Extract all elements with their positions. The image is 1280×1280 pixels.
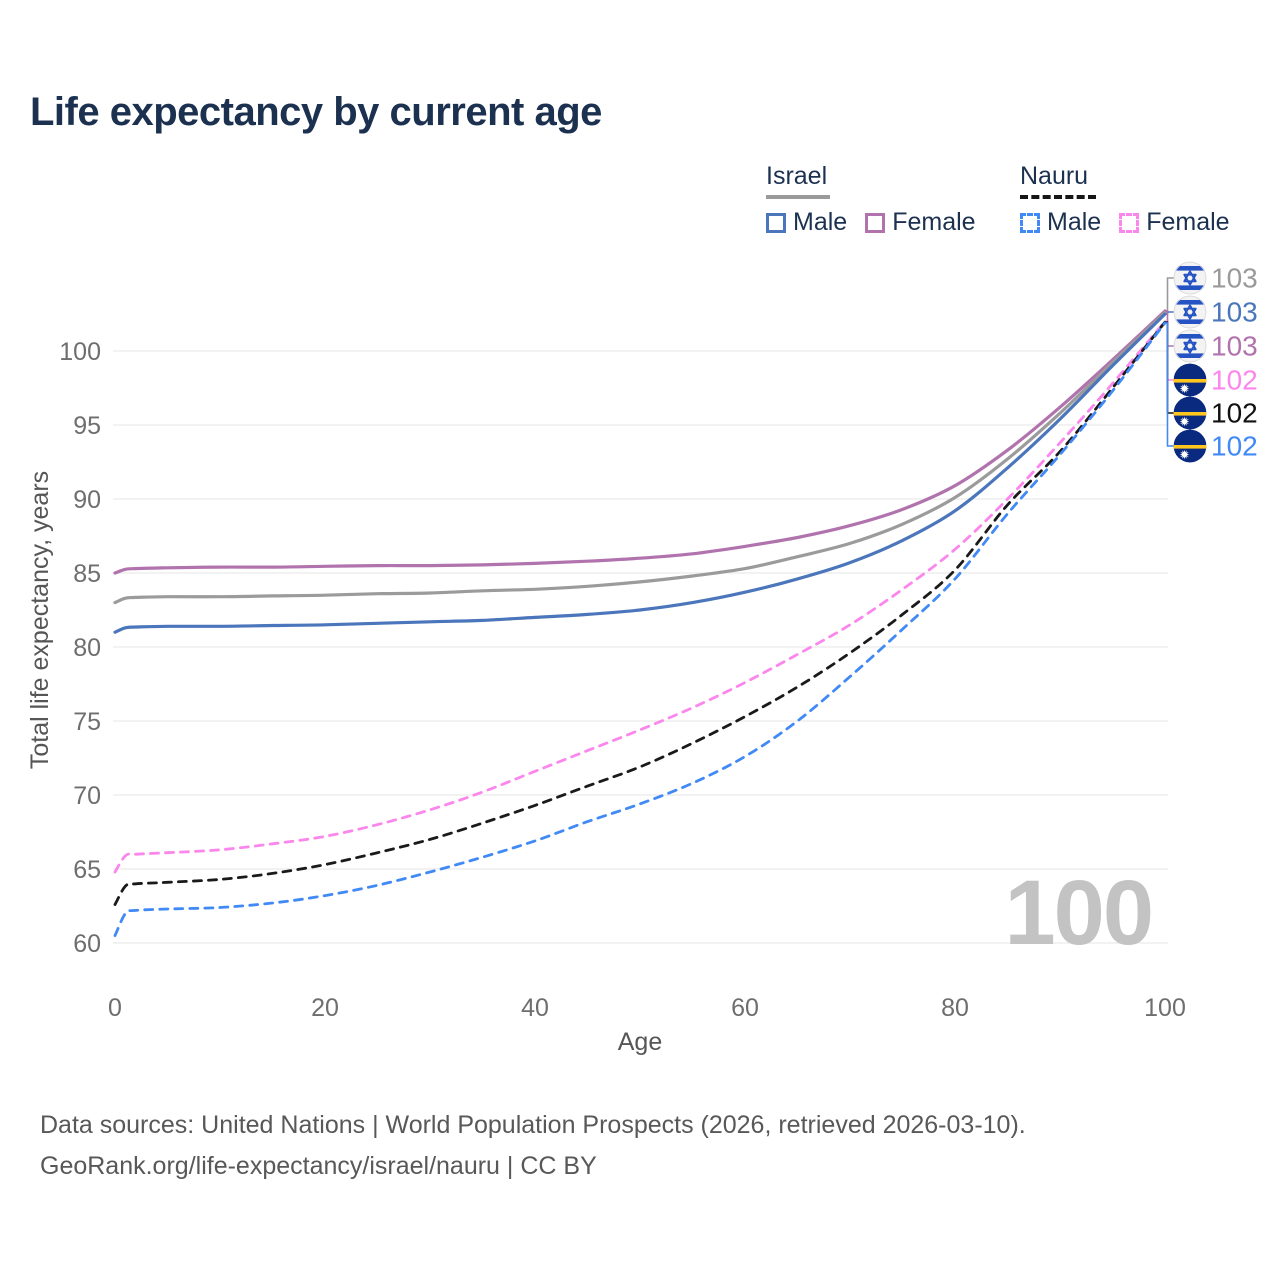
legend-israel-label: Israel	[766, 162, 828, 190]
current-age-watermark: 100	[1005, 862, 1153, 964]
israel-flag-icon	[1173, 329, 1207, 363]
data-source-footer: Data sources: United Nations | World Pop…	[40, 1105, 1026, 1187]
israel-female-swatch-icon	[865, 212, 886, 233]
legend-nauru-linestyle-sample	[1020, 195, 1096, 199]
legend-item-nauru-male[interactable]: Male	[1020, 208, 1101, 237]
y-tick-label: 70	[73, 782, 101, 810]
legend-group-nauru: Nauru Male Female	[1020, 162, 1230, 237]
x-tick-label: 100	[1144, 994, 1186, 1022]
legend-israel-linestyle-sample	[766, 195, 830, 199]
end-value-label-nauru_all: 102	[1211, 398, 1258, 429]
israel-male-swatch-icon	[766, 212, 786, 233]
nauru-female-swatch-icon	[1119, 212, 1140, 233]
y-tick-label: 90	[73, 486, 101, 514]
legend-item-label: Female	[1146, 208, 1230, 236]
israel-flag-icon	[1173, 295, 1207, 329]
y-tick-label: 100	[59, 338, 101, 366]
page-title: Life expectancy by current age	[30, 90, 602, 134]
legend-item-label: Male	[793, 208, 848, 236]
israel-flag-icon	[1173, 261, 1207, 295]
y-tick-label: 60	[73, 930, 101, 958]
end-value-label-nauru_male: 102	[1211, 431, 1258, 462]
end-value-label-nauru_female: 102	[1211, 365, 1258, 396]
series-line-israel_all	[113, 310, 1167, 605]
nauru-flag-icon	[1173, 363, 1207, 397]
x-tick-label: 0	[108, 994, 122, 1022]
legend-item-nauru-female[interactable]: Female	[1119, 208, 1230, 237]
x-tick-label: 40	[521, 994, 549, 1022]
footer-sources-line: Data sources: United Nations | World Pop…	[40, 1111, 1026, 1139]
legend-item-label: Female	[892, 208, 976, 236]
y-tick-label: 75	[73, 708, 101, 736]
nauru-flag-icon	[1173, 429, 1207, 463]
footer-url-line: GeoRank.org/life-expectancy/israel/nauru…	[40, 1152, 597, 1180]
legend-nauru-label: Nauru	[1020, 162, 1089, 190]
leader-line-nauru_male	[1165, 322, 1174, 447]
y-tick-label: 95	[73, 412, 101, 440]
series-line-israel_female	[113, 309, 1167, 575]
legend-group-israel: Israel Male Female	[766, 162, 976, 237]
series-line-nauru_female	[113, 320, 1167, 874]
nauru-male-swatch-icon	[1020, 212, 1040, 233]
series-line-nauru_male	[113, 321, 1167, 937]
end-value-label-israel_male: 103	[1211, 297, 1258, 328]
y-axis-title: Total life expectancy, years	[26, 471, 54, 769]
x-tick-label: 80	[941, 994, 969, 1022]
series-line-israel_male	[113, 312, 1167, 634]
y-tick-label: 85	[73, 560, 101, 588]
leader-line-israel_all	[1165, 277, 1174, 314]
legend-item-israel-male[interactable]: Male	[766, 208, 847, 237]
x-axis-title: Age	[618, 1028, 662, 1056]
nauru-flag-icon	[1173, 396, 1207, 430]
leader-line-nauru_all	[1165, 321, 1174, 414]
legend-item-label: Male	[1047, 208, 1102, 236]
legend-item-israel-female[interactable]: Female	[865, 208, 976, 237]
x-tick-label: 60	[731, 994, 759, 1022]
series-line-nauru_all	[113, 320, 1167, 906]
x-tick-label: 20	[311, 994, 339, 1022]
y-tick-label: 80	[73, 634, 101, 662]
end-value-label-israel_all: 103	[1211, 263, 1258, 294]
end-value-label-israel_female: 103	[1211, 331, 1258, 362]
leader-line-israel_female	[1165, 310, 1174, 347]
y-tick-label: 65	[73, 856, 101, 884]
